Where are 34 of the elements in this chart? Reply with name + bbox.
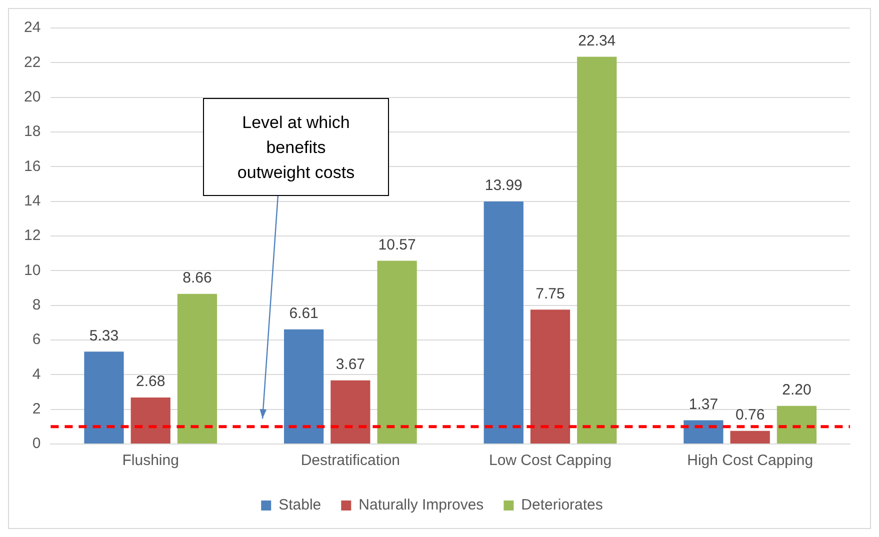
legend-label: Naturally Improves [358, 496, 484, 514]
y-tick-label: 8 [32, 296, 41, 314]
y-tick-label: 12 [24, 227, 41, 244]
legend-label: Stable [278, 496, 322, 514]
data-label: 1.37 [688, 396, 718, 413]
data-label: 2.68 [136, 373, 166, 390]
x-tick-label: High Cost Capping [687, 452, 814, 470]
data-label: 13.99 [484, 177, 522, 194]
y-tick-label: 6 [32, 331, 41, 348]
data-label: 7.75 [536, 285, 565, 302]
y-tick-label: 16 [24, 158, 41, 175]
legend-label: Deteriorates [521, 496, 603, 514]
data-label: 6.61 [289, 305, 318, 322]
y-tick-label: 10 [24, 262, 41, 279]
callout-box: Level at which benefits outweight costs [203, 98, 389, 196]
data-label: 8.66 [182, 270, 212, 287]
data-label: 10.57 [378, 236, 416, 254]
data-label: 5.33 [89, 327, 119, 344]
y-tick-label: 4 [32, 366, 41, 383]
data-label: 3.67 [336, 356, 366, 374]
y-tick-label: 18 [24, 123, 41, 140]
y-tick-label: 0 [32, 435, 41, 452]
y-tick-label: 14 [24, 192, 41, 210]
ref-line-label: Level at which benefits outweight costs [236, 112, 356, 184]
x-tick-label: Flushing [122, 452, 179, 470]
y-tick-label: 24 [24, 19, 41, 36]
data-label: 22.34 [578, 32, 616, 50]
x-tick-label: Destratification [300, 452, 400, 470]
y-tick-label: 20 [24, 88, 41, 106]
y-tick-label: 22 [24, 54, 41, 71]
data-label: 0.76 [735, 406, 765, 424]
x-tick-label: Low Cost Capping [488, 452, 612, 470]
data-label: 2.20 [782, 382, 812, 399]
y-tick-label: 2 [32, 400, 41, 418]
